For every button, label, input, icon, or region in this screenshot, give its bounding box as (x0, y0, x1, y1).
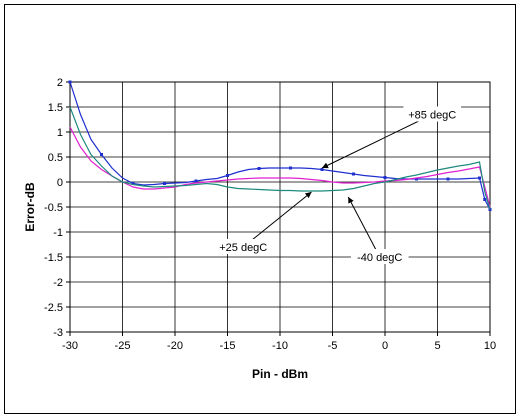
data-point (257, 167, 261, 170)
y-tick-label: -1 (53, 227, 63, 239)
y-tick-label: 2 (57, 77, 63, 89)
annotation-arrow (242, 191, 312, 248)
data-point (446, 177, 450, 181)
y-tick-label: 0 (57, 177, 63, 189)
data-point (131, 182, 135, 185)
data-point (320, 168, 324, 171)
y-tick-label: -3 (53, 327, 63, 339)
data-point (163, 182, 166, 185)
x-tick-label: -30 (62, 340, 78, 352)
data-point (68, 80, 72, 84)
tick-labels: 2 1.5 1 0.5 0 -0.5 -1 -1.5 -2 -2.5 -3-30 -25 -20 -15 -… (44, 77, 496, 352)
data-point (289, 166, 292, 170)
annotations: +85 degC +25 degC -40 degC (214, 106, 462, 264)
data-point (483, 198, 487, 201)
x-tick-label: 10 (484, 340, 496, 352)
data-point (352, 172, 355, 176)
annotation: +85 degC (321, 106, 462, 169)
grid-lines (66, 81, 491, 336)
x-tick-label: -15 (220, 340, 236, 352)
y-tick-label: -1.5 (44, 252, 63, 264)
series-lines (68, 80, 492, 211)
x-tick-label: 5 (434, 340, 440, 352)
series-line-40-degc (69, 106, 491, 210)
series-line-25-degc (69, 126, 491, 208)
annotation-arrow (347, 196, 381, 258)
annotation: -40 degC (347, 196, 409, 264)
annotation: +25 degC (214, 191, 312, 254)
data-point (194, 179, 198, 183)
data-point (415, 177, 418, 181)
y-axis-title: Error-dB (23, 182, 37, 232)
annotation-label-bg (403, 106, 462, 122)
x-tick-label: -25 (115, 340, 131, 352)
annotation-label: +85 degC (408, 110, 456, 122)
y-tick-label: -2 (53, 277, 63, 289)
x-tick-label: -10 (272, 340, 288, 352)
series-40-degc (69, 106, 491, 210)
y-tick-label: -0.5 (44, 202, 63, 214)
annotation-label-bg (350, 249, 409, 264)
x-tick-label: -20 (167, 340, 183, 352)
x-tick-label: -5 (328, 340, 338, 352)
data-point (226, 174, 229, 177)
annotation-label: -40 degC (357, 252, 402, 264)
series-25-degc (69, 126, 491, 208)
data-point (383, 176, 387, 179)
series-line-85-degc (69, 81, 491, 210)
x-tick-label: 0 (382, 340, 388, 352)
x-axis-title: Pin - dBm (252, 367, 308, 381)
data-point (100, 153, 103, 156)
y-tick-label: 0.5 (48, 152, 63, 164)
y-tick-label: 1.5 (48, 102, 63, 114)
y-tick-label: 1 (57, 127, 63, 139)
y-tick-label: -2.5 (44, 302, 63, 314)
annotation-arrow (321, 114, 433, 169)
annotation-label-bg (214, 239, 273, 254)
data-point (478, 176, 481, 180)
annotation-label: +25 degC (219, 242, 267, 254)
